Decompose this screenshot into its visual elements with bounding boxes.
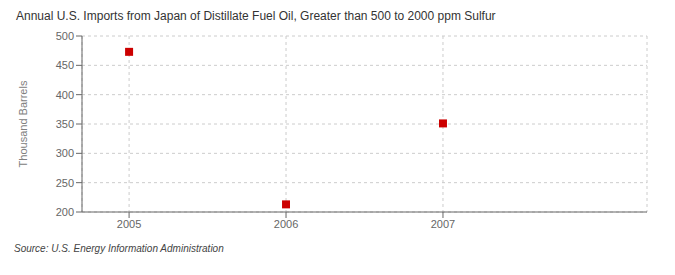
svg-text:450: 450 (56, 59, 74, 71)
svg-text:500: 500 (56, 30, 74, 42)
svg-text:Thousand Barrels: Thousand Barrels (17, 80, 29, 167)
svg-text:400: 400 (56, 89, 74, 101)
svg-text:2006: 2006 (274, 218, 298, 230)
svg-text:2007: 2007 (431, 218, 455, 230)
svg-text:200: 200 (56, 206, 74, 218)
svg-text:300: 300 (56, 147, 74, 159)
svg-text:350: 350 (56, 118, 74, 130)
svg-text:2005: 2005 (117, 218, 141, 230)
svg-text:250: 250 (56, 177, 74, 189)
html-text:Annual U.S. Imports from Japan: Annual U.S. Imports from Japan of Distil… (16, 9, 496, 23)
html-text:Source: U.S. Energy Informatio: Source: U.S. Energy Information Administ… (14, 243, 224, 254)
